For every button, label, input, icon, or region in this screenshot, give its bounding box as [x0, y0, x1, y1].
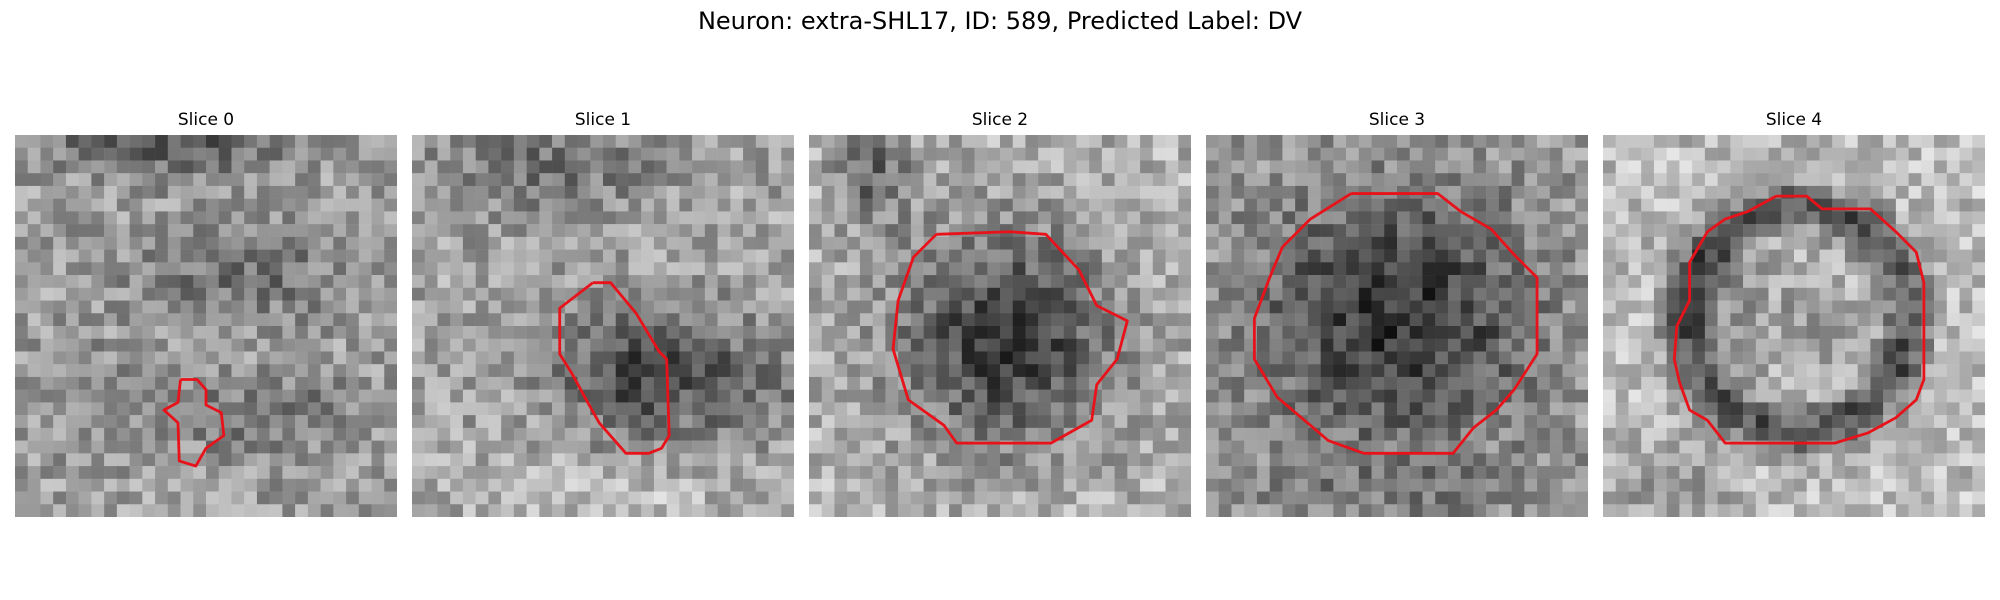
segmentation-contour-1	[558, 281, 671, 455]
slice-panel-3: Slice 3	[1206, 108, 1588, 517]
slice-image-4	[1603, 135, 1985, 517]
slice-title-1: Slice 1	[574, 110, 632, 130]
segmentation-contour-3	[1252, 192, 1539, 455]
slice-panel-1: Slice 1	[412, 108, 794, 517]
figure-title: Neuron: extra-SHL17, ID: 589, Predicted …	[697, 7, 1303, 35]
slice-panel-4: Slice 4	[1603, 108, 1985, 517]
slice-panel-0: Slice 0	[15, 108, 397, 517]
segmentation-contour-4	[1672, 194, 1926, 445]
slice-image-1	[412, 135, 794, 517]
slice-image-2	[809, 135, 1191, 517]
segmentation-contour-2	[891, 230, 1129, 445]
slice-title-3: Slice 3	[1368, 110, 1426, 130]
segmentation-contour-0	[162, 378, 226, 468]
slice-title-0: Slice 0	[177, 110, 235, 130]
slice-image-0	[15, 135, 397, 517]
slice-panel-2: Slice 2	[809, 108, 1191, 517]
slice-title-4: Slice 4	[1765, 110, 1823, 130]
slice-title-2: Slice 2	[971, 110, 1029, 130]
slice-image-3	[1206, 135, 1588, 517]
